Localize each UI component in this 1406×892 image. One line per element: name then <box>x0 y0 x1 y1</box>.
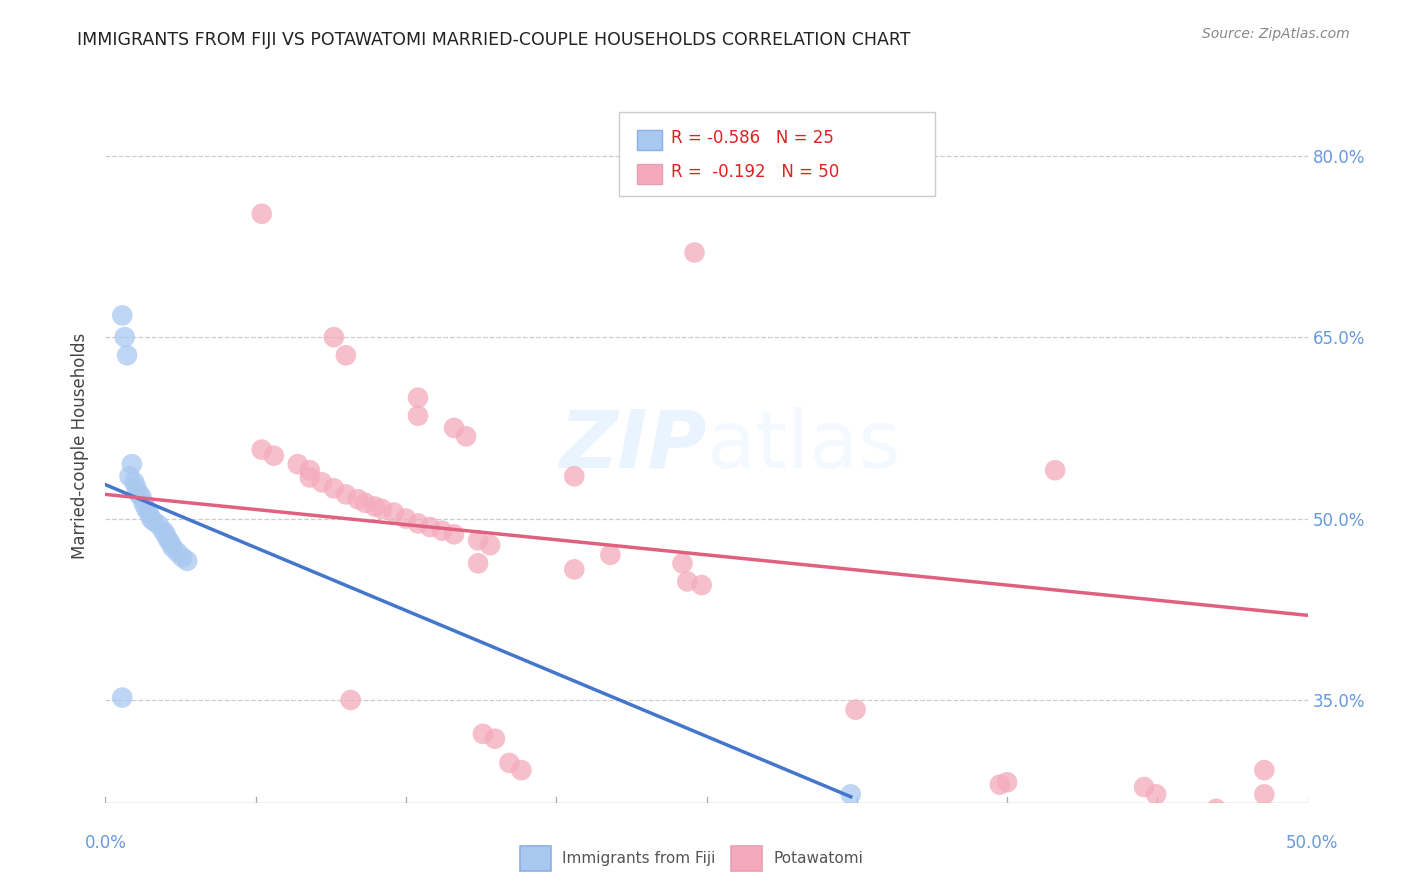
Point <box>114 330 136 344</box>
Text: atlas: atlas <box>707 407 901 485</box>
Point <box>250 207 273 221</box>
Point <box>335 487 357 501</box>
Point <box>135 502 157 516</box>
Point <box>155 527 177 541</box>
Text: Source: ZipAtlas.com: Source: ZipAtlas.com <box>1202 27 1350 41</box>
Point <box>382 506 405 520</box>
Point <box>419 520 441 534</box>
Point <box>562 562 585 576</box>
Point <box>683 245 706 260</box>
Point <box>118 469 141 483</box>
Point <box>988 778 1011 792</box>
Point <box>156 532 179 546</box>
Point <box>599 548 621 562</box>
Text: R =  -0.192   N = 50: R = -0.192 N = 50 <box>671 163 839 181</box>
Point <box>430 524 453 538</box>
Point <box>479 538 502 552</box>
Point <box>406 516 429 531</box>
Point <box>138 506 160 520</box>
Point <box>395 511 418 525</box>
Point <box>139 511 162 525</box>
Point <box>322 481 344 495</box>
Point <box>263 449 285 463</box>
Point <box>298 470 321 484</box>
Point <box>510 763 533 777</box>
Point <box>125 481 148 495</box>
Text: R = -0.586   N = 25: R = -0.586 N = 25 <box>671 129 834 147</box>
Point <box>443 527 465 541</box>
Point <box>1043 463 1066 477</box>
Point <box>1253 763 1275 777</box>
Text: Immigrants from Fiji: Immigrants from Fiji <box>562 851 716 865</box>
Point <box>443 421 465 435</box>
Point <box>339 693 361 707</box>
Point <box>166 545 188 559</box>
Point <box>676 574 699 589</box>
Text: 50.0%: 50.0% <box>1285 834 1339 852</box>
Point <box>406 391 429 405</box>
Point <box>562 469 585 483</box>
Point <box>364 500 387 514</box>
Point <box>298 463 321 477</box>
Point <box>995 775 1018 789</box>
Text: Potawatomi: Potawatomi <box>773 851 863 865</box>
Point <box>471 727 494 741</box>
Point <box>176 554 198 568</box>
Point <box>121 457 143 471</box>
Point <box>467 557 489 571</box>
Point <box>142 514 165 528</box>
Point <box>287 457 309 471</box>
Point <box>354 496 377 510</box>
Point <box>406 409 429 423</box>
Point <box>335 348 357 362</box>
Point <box>172 550 194 565</box>
Point <box>1144 788 1167 802</box>
Point <box>454 429 477 443</box>
Point <box>322 330 344 344</box>
Point <box>690 578 713 592</box>
Point <box>250 442 273 457</box>
Point <box>845 703 868 717</box>
Point <box>111 690 134 705</box>
Point <box>839 788 862 802</box>
Point <box>131 490 153 504</box>
Point <box>159 535 181 549</box>
Point <box>671 557 693 571</box>
Point <box>148 517 170 532</box>
Point <box>1253 788 1275 802</box>
Point <box>484 731 506 746</box>
Point <box>111 309 134 323</box>
Point <box>162 541 184 555</box>
Point <box>679 810 702 824</box>
Text: IMMIGRANTS FROM FIJI VS POTAWATOMI MARRIED-COUPLE HOUSEHOLDS CORRELATION CHART: IMMIGRANTS FROM FIJI VS POTAWATOMI MARRI… <box>77 31 911 49</box>
Point <box>347 492 370 507</box>
Point <box>124 475 146 490</box>
Point <box>115 348 138 362</box>
Point <box>467 533 489 548</box>
Text: ZIP: ZIP <box>560 407 707 485</box>
Point <box>132 497 155 511</box>
Point <box>311 475 333 490</box>
Point <box>152 524 174 538</box>
Point <box>498 756 520 770</box>
Y-axis label: Married-couple Households: Married-couple Households <box>72 333 90 559</box>
Point <box>128 487 150 501</box>
Point <box>1205 802 1227 816</box>
Point <box>1133 780 1156 794</box>
Point <box>371 502 394 516</box>
Text: 0.0%: 0.0% <box>84 834 127 852</box>
